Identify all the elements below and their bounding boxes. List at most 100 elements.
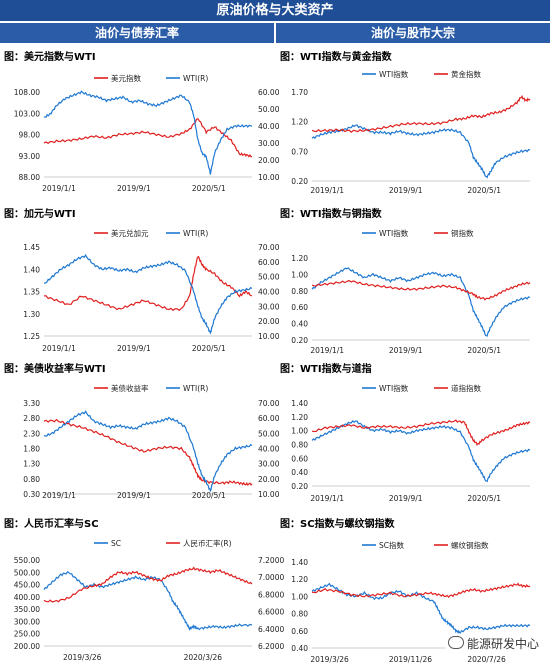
- legend-label: WTI(R): [183, 229, 208, 238]
- y-tick-label-left: 0.40: [291, 320, 308, 329]
- y-tick-label-right: 60.00: [258, 88, 280, 97]
- y-tick-label-left: 2.30: [23, 429, 40, 438]
- chart-title-wti-dow: 图：WTI指数与道指: [280, 364, 372, 375]
- chart-title-sc-rebar: 图：SC指数与螺纹钢指数: [280, 519, 395, 530]
- y-tick-label-left: 550.00: [14, 556, 40, 565]
- y-tick-label-left: 1.00: [291, 427, 308, 436]
- x-tick-label: 2020/5/1: [467, 186, 501, 195]
- y-tick-label-right: 40.00: [258, 122, 280, 131]
- y-tick-label-left: 0.70: [291, 147, 308, 156]
- y-tick-label-left: 1.45: [23, 243, 40, 252]
- y-tick-label-left: 0.60: [291, 454, 308, 463]
- y-tick-label-left: 400.00: [14, 593, 40, 602]
- y-tick-label-left: 0.80: [291, 610, 308, 619]
- x-tick-label: 2019/1/1: [310, 186, 344, 195]
- y-tick-label-right: 50.00: [258, 429, 280, 438]
- series-line: [44, 255, 253, 312]
- legend-label: 螺纹钢指数: [451, 540, 489, 550]
- y-tick-label-left: 0.40: [291, 644, 308, 653]
- legend-label: 道指指数: [451, 383, 481, 393]
- x-tick-label: 2020/5/1: [192, 491, 226, 500]
- y-tick-label-left: 1.20: [291, 118, 308, 127]
- y-tick-label-right: 6.4000: [258, 625, 284, 634]
- y-tick-label-left: 0.20: [291, 336, 308, 345]
- x-tick-label: 2019/1/1: [310, 346, 344, 355]
- series-line: [43, 570, 253, 631]
- legend-label: WTI指数: [379, 228, 409, 238]
- legend-label: SC指数: [379, 540, 404, 550]
- y-tick-label-right: 20.00: [258, 475, 280, 484]
- y-tick-label-left: 1.20: [291, 254, 308, 263]
- y-tick-label-left: 0.80: [23, 475, 40, 484]
- series-line: [311, 582, 531, 598]
- x-tick-label: 2019/1/1: [310, 494, 344, 503]
- y-tick-label-left: 0.60: [291, 627, 308, 636]
- left-column-header: 油价与债券汇率: [0, 23, 274, 43]
- y-tick-label-left: 98.00: [19, 131, 41, 140]
- y-tick-label-left: 1.40: [291, 558, 308, 567]
- y-tick-label-right: 40.00: [258, 288, 280, 297]
- series-line: [43, 253, 253, 335]
- y-tick-label-right: 60.00: [258, 258, 280, 267]
- y-tick-label-right: 20.00: [258, 317, 280, 326]
- y-tick-label-left: 1.40: [291, 399, 308, 408]
- y-tick-label-left: 1.00: [291, 270, 308, 279]
- series-line: [43, 566, 253, 603]
- series-line: [311, 267, 531, 337]
- legend-label: 美元兑加元: [111, 228, 149, 238]
- x-tick-label: 2019/9/1: [117, 184, 151, 193]
- y-tick-label-left: 0.30: [23, 490, 40, 499]
- x-tick-label: 2020/5/1: [467, 494, 501, 503]
- y-tick-label-left: 500.00: [14, 568, 40, 577]
- y-tick-label-left: 0.20: [291, 482, 308, 491]
- legend-label: WTI(R): [183, 384, 208, 393]
- y-tick-label-right: 40.00: [258, 445, 280, 454]
- x-tick-label: 2020/5/1: [467, 346, 501, 355]
- chart-title-usd-wti: 图：美元指数与WTI: [4, 52, 96, 63]
- wechat-icon: [447, 636, 464, 649]
- y-tick-label-left: 1.40: [23, 265, 40, 274]
- y-tick-label-right: 6.8000: [258, 590, 284, 599]
- x-tick-label: 2020/3/26: [184, 653, 223, 662]
- y-tick-label-left: 1.70: [291, 88, 308, 97]
- x-tick-label: 2019/9/1: [389, 346, 423, 355]
- y-tick-label-left: 200.00: [14, 642, 40, 651]
- y-tick-label-left: 350.00: [14, 605, 40, 614]
- legend-label: WTI指数: [379, 383, 409, 393]
- y-tick-label-right: 60.00: [258, 414, 280, 423]
- y-tick-label-left: 0.40: [291, 468, 308, 477]
- y-tick-label-right: 70.00: [258, 243, 280, 252]
- legend-label: WTI指数: [379, 69, 409, 79]
- x-tick-label: 2019/1/1: [42, 184, 76, 193]
- watermark-text: 能源研发中心: [466, 637, 539, 651]
- series-line: [43, 117, 253, 158]
- y-tick-label-left: 1.30: [23, 310, 40, 319]
- x-tick-label: 2019/3/26: [63, 653, 102, 662]
- y-tick-label-left: 0.80: [291, 441, 308, 450]
- x-tick-label: 2019/9/1: [117, 344, 151, 353]
- page-title: 原油价格与大类资产: [0, 0, 550, 21]
- y-tick-label-right: 7.0000: [258, 573, 284, 582]
- y-tick-label-right: 30.00: [258, 460, 280, 469]
- legend-label: 人民币汇率(R): [183, 538, 232, 548]
- y-tick-label-left: 1.30: [23, 460, 40, 469]
- watermark: 能源研发中心: [444, 634, 542, 653]
- series-line: [311, 582, 531, 634]
- y-tick-label-right: 30.00: [258, 302, 280, 311]
- y-tick-label-left: 1.20: [291, 575, 308, 584]
- y-tick-label-left: 3.30: [23, 399, 40, 408]
- legend-label: 美元指数: [111, 73, 141, 83]
- y-tick-label-left: 1.20: [291, 413, 308, 422]
- y-tick-label-right: 20.00: [258, 156, 280, 165]
- y-tick-label-right: 10.00: [258, 332, 280, 341]
- legend-label: 黄金指数: [451, 69, 481, 79]
- legend-label: WTI(R): [183, 74, 208, 83]
- series-line: [43, 418, 253, 487]
- x-tick-label: 2019/9/1: [117, 491, 151, 500]
- legend-label: 美债收益率: [111, 383, 149, 393]
- x-tick-label: 2019/3/26: [310, 655, 349, 664]
- series-line: [311, 279, 531, 301]
- series-line: [311, 124, 531, 179]
- chart-title-cad-wti: 图：加元与WTI: [4, 209, 76, 220]
